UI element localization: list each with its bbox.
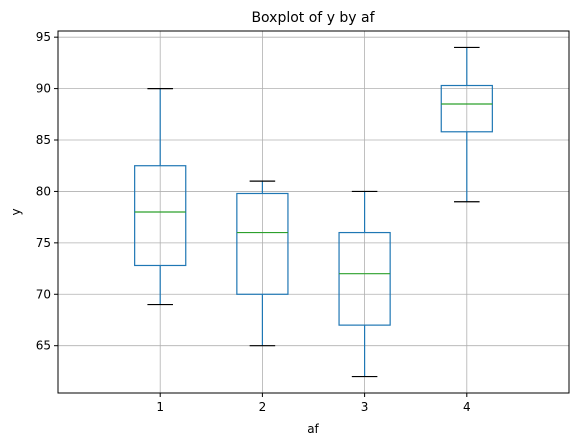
y-axis-ticks: 65 70 75 80 85 90 95	[36, 30, 58, 353]
y-tick-label: 85	[36, 133, 51, 147]
y-tick-label: 65	[36, 339, 51, 353]
box-group-3	[338, 190, 391, 378]
y-tick-label: 70	[36, 287, 51, 301]
y-tick-label: 80	[36, 184, 51, 198]
x-tick-label: 3	[361, 400, 369, 414]
box-group-2	[236, 180, 289, 347]
box-series	[134, 46, 493, 378]
x-axis-ticks: 1 2 3 4	[156, 393, 471, 414]
box-body	[134, 165, 187, 267]
plot-frame	[57, 30, 570, 394]
y-tick-label: 95	[36, 30, 51, 44]
box-body	[440, 84, 493, 133]
x-tick-label: 4	[463, 400, 471, 414]
box-body	[338, 231, 391, 326]
box-body	[236, 192, 289, 295]
box-group-1	[134, 87, 187, 306]
x-axis-label: af	[307, 422, 319, 436]
y-axis-label: y	[9, 208, 23, 215]
x-tick-label: 2	[259, 400, 267, 414]
box-group-4	[440, 46, 493, 203]
y-tick-label: 90	[36, 82, 51, 96]
y-tick-label: 75	[36, 236, 51, 250]
x-tick-label: 1	[156, 400, 164, 414]
chart-title: Boxplot of y by af	[251, 10, 375, 26]
